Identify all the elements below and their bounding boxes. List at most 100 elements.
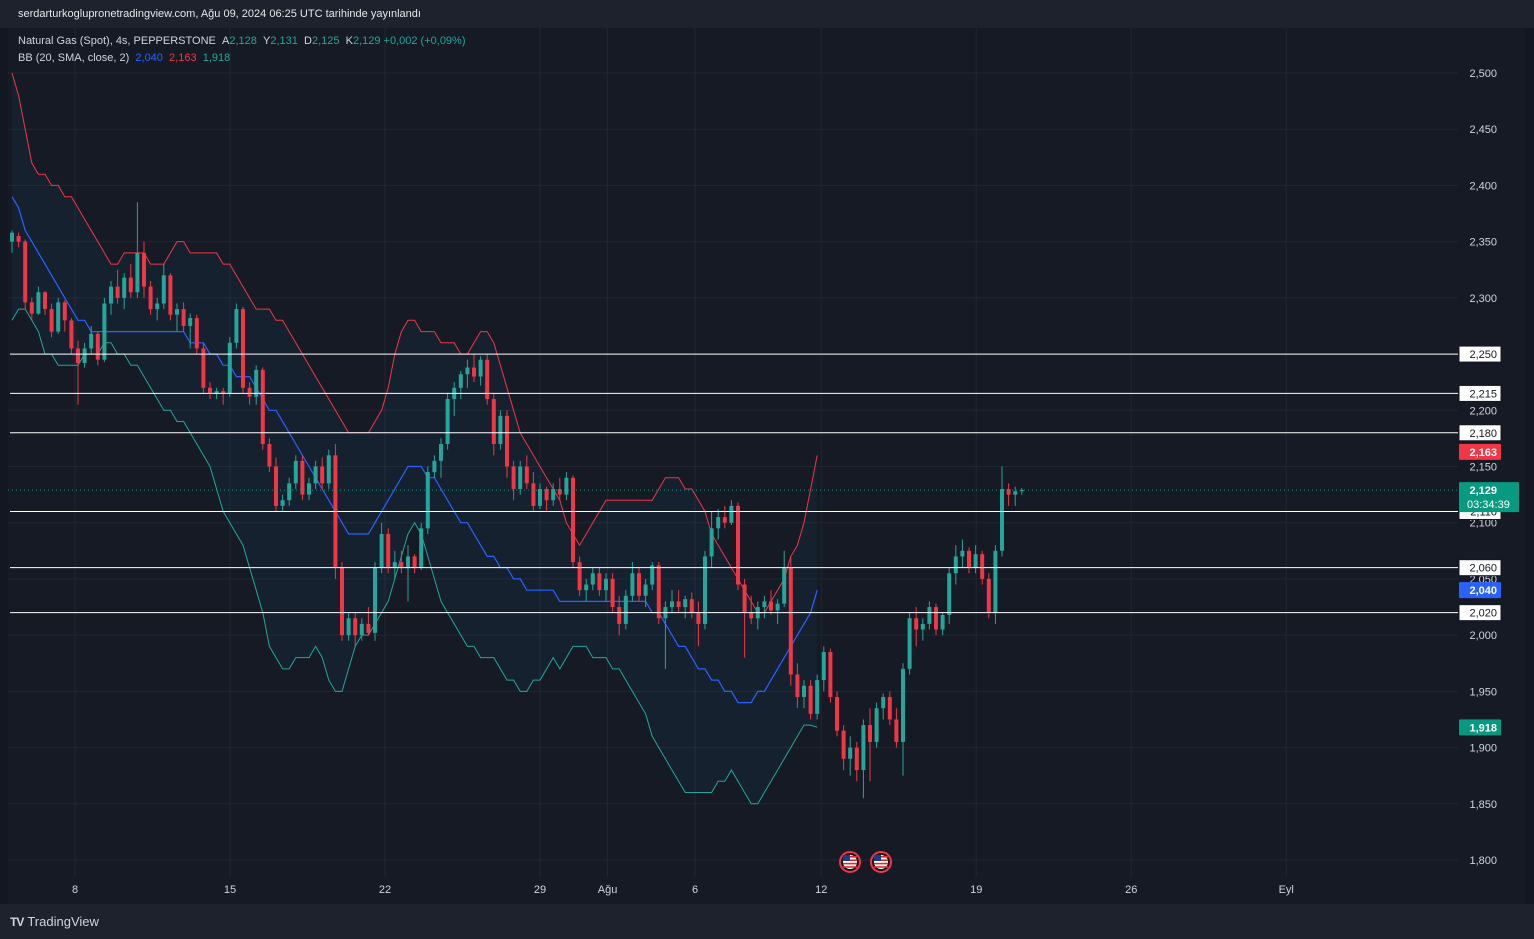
candle	[29, 297, 34, 321]
flag-canton	[843, 855, 850, 861]
candle	[643, 578, 648, 608]
price-tick-label: 2,200	[1469, 405, 1497, 417]
candle-body	[142, 252, 146, 287]
candle-body	[920, 623, 925, 630]
candle-body	[16, 236, 21, 242]
candle-body	[1006, 488, 1011, 495]
candle-body	[887, 696, 892, 720]
candle	[1006, 483, 1011, 506]
close-label: K	[345, 35, 353, 47]
price-tick-label: 2,000	[1469, 630, 1497, 642]
candle	[571, 475, 575, 568]
candle-body	[49, 309, 54, 332]
candle	[848, 736, 853, 776]
candle-body	[947, 573, 952, 615]
candle	[821, 646, 826, 692]
candle-body	[76, 348, 80, 364]
candle-body	[742, 584, 747, 613]
candle-body	[445, 399, 450, 445]
candle	[194, 314, 199, 355]
candle-body	[934, 607, 938, 630]
candle	[280, 494, 285, 512]
candle	[993, 545, 998, 624]
candle-body	[571, 477, 575, 563]
candle	[320, 457, 325, 489]
candle-body	[194, 318, 199, 349]
time-tick-label: 19	[970, 884, 982, 896]
candle-body	[940, 614, 945, 630]
candle	[300, 455, 305, 501]
candle	[234, 303, 239, 349]
candle-body	[907, 618, 912, 669]
candle	[934, 603, 938, 636]
candle-body	[617, 607, 622, 624]
candle	[359, 618, 364, 641]
candle	[769, 590, 773, 615]
candle-body	[577, 562, 582, 591]
flag-canton	[874, 855, 881, 861]
candle-body	[254, 369, 259, 397]
tradingview-logo[interactable]: TV TradingView	[10, 914, 99, 929]
candle	[841, 725, 846, 771]
candle	[458, 370, 463, 400]
candle	[109, 280, 113, 315]
candle	[95, 331, 100, 366]
candle-body	[36, 292, 41, 314]
candle	[221, 387, 226, 405]
candle	[604, 573, 608, 602]
price-badge-label: 2,040	[1469, 585, 1497, 597]
candle	[808, 680, 813, 720]
candle	[709, 511, 714, 568]
candle-body	[439, 444, 443, 461]
candle-body	[62, 302, 67, 321]
level-badge-label: 2,250	[1469, 349, 1497, 361]
candle	[538, 483, 542, 510]
level-badge	[1458, 604, 1502, 622]
candle	[419, 522, 424, 570]
candle	[76, 340, 80, 405]
level-badge	[1458, 345, 1502, 363]
candle	[406, 545, 410, 602]
candle-body	[23, 241, 28, 303]
candle-body	[848, 747, 853, 759]
candle-body	[505, 415, 509, 467]
candle-body	[472, 367, 476, 377]
candle	[557, 477, 562, 501]
candle	[650, 562, 655, 591]
candle-body	[762, 601, 767, 608]
candle	[346, 612, 351, 641]
candle	[524, 455, 529, 489]
candle-body	[729, 505, 734, 523]
candle	[775, 599, 780, 624]
candle	[56, 297, 61, 334]
price-tick-label: 1,800	[1469, 855, 1497, 867]
candle	[10, 230, 14, 253]
high-label: Y	[263, 35, 271, 47]
candle	[505, 410, 509, 478]
candle	[49, 303, 54, 338]
candle-body	[82, 348, 87, 364]
bb-basis-line	[11, 196, 818, 704]
candle	[802, 680, 806, 709]
candle-body	[736, 505, 740, 585]
candle	[69, 318, 74, 355]
candle-body	[247, 387, 252, 397]
candle	[379, 522, 384, 574]
candle	[716, 509, 721, 540]
bb-name: BB (20, SMA, close, 2)	[18, 52, 130, 64]
support-resistance-levels	[8, 353, 1458, 614]
candle	[973, 545, 978, 574]
candle	[122, 273, 127, 310]
candle	[749, 595, 754, 624]
candle	[478, 356, 483, 386]
candle	[518, 460, 523, 495]
level-badge	[1458, 384, 1502, 402]
price-tick-label: 2,150	[1469, 462, 1497, 474]
candle-body	[392, 562, 397, 568]
high-value: 2,131	[270, 35, 298, 47]
candle-body	[56, 302, 61, 332]
candle	[742, 578, 747, 658]
candle-body	[326, 455, 331, 484]
time-tick-label: 6	[692, 884, 698, 896]
